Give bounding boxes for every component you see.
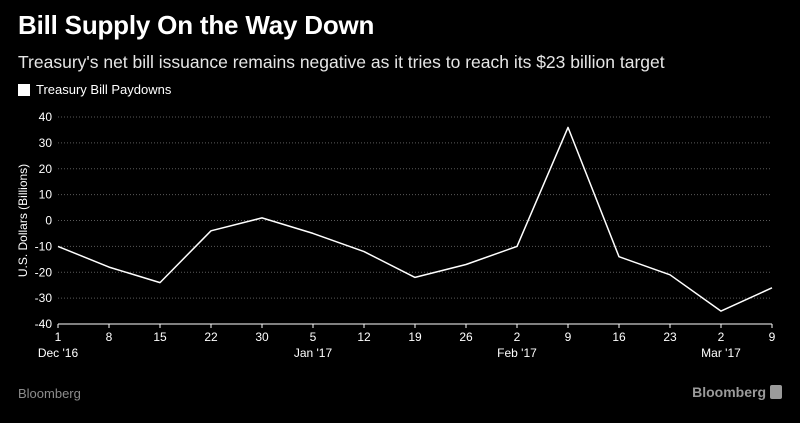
x-tick-label: 1 — [55, 330, 62, 344]
x-tick-label: 30 — [255, 330, 269, 344]
x-month-label: Jan '17 — [294, 346, 333, 360]
x-tick-label: 16 — [612, 330, 626, 344]
x-tick-label: 2 — [514, 330, 521, 344]
x-tick-label: 12 — [357, 330, 371, 344]
x-month-label: Dec '16 — [38, 346, 79, 360]
x-tick-label: 5 — [310, 330, 317, 344]
legend-label: Treasury Bill Paydowns — [36, 82, 172, 97]
y-tick-label: 30 — [39, 136, 53, 150]
legend: Treasury Bill Paydowns — [18, 82, 171, 97]
y-tick-label: -10 — [35, 239, 53, 253]
x-tick-label: 23 — [663, 330, 677, 344]
x-tick-label: 9 — [769, 330, 776, 344]
x-tick-label: 22 — [204, 330, 218, 344]
y-tick-label: -30 — [35, 291, 53, 305]
x-month-label: Mar '17 — [701, 346, 741, 360]
bloomberg-logo: Bloomberg — [692, 384, 782, 400]
y-tick-label: 40 — [39, 110, 53, 124]
y-tick-label: 0 — [45, 214, 52, 228]
x-month-label: Feb '17 — [497, 346, 537, 360]
y-tick-label: -40 — [35, 317, 53, 331]
bloomberg-icon — [770, 385, 782, 399]
brand-label: Bloomberg — [692, 384, 766, 400]
y-tick-label: 20 — [39, 162, 53, 176]
source-label: Bloomberg — [18, 386, 81, 401]
x-tick-label: 9 — [565, 330, 572, 344]
chart-title: Bill Supply On the Way Down — [18, 10, 375, 40]
chart-subtitle: Treasury's net bill issuance remains neg… — [18, 52, 665, 72]
x-tick-label: 15 — [153, 330, 167, 344]
x-tick-label: 19 — [408, 330, 422, 344]
x-tick-label: 26 — [459, 330, 473, 344]
y-tick-label: -20 — [35, 265, 53, 279]
series-line — [57, 126, 773, 312]
x-tick-label: 8 — [106, 330, 113, 344]
y-tick-label: 10 — [39, 188, 53, 202]
y-axis-title: U.S. Dollars (Billions) — [16, 164, 30, 277]
legend-swatch — [18, 83, 30, 96]
x-tick-label: 2 — [718, 330, 725, 344]
